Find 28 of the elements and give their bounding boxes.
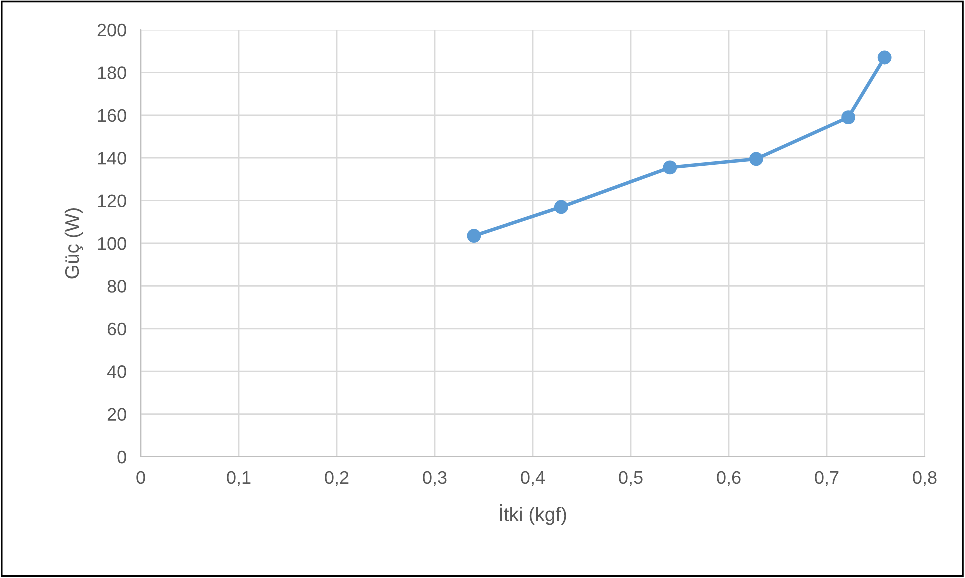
- point: [842, 110, 856, 124]
- point: [663, 160, 678, 175]
- y-tick-label: 200: [98, 24, 126, 37]
- y-tick-label: 100: [98, 237, 126, 250]
- x-tick-label: 0: [136, 471, 146, 484]
- y-tick-label: 160: [98, 109, 126, 122]
- y-tick-label: 40: [107, 366, 126, 378]
- point: [878, 50, 892, 65]
- point: [554, 200, 568, 214]
- x-axis-title: İtki (kgf): [500, 504, 566, 526]
- y-tick-label: 120: [98, 194, 126, 208]
- point: [749, 152, 764, 166]
- y-tick-label: 180: [98, 66, 126, 80]
- x-tick-label: 0,4: [521, 471, 546, 486]
- x-tick-label: 0,6: [717, 471, 741, 486]
- x-tick-label: 0,7: [815, 471, 839, 486]
- x-tick-label: 0,5: [619, 471, 643, 486]
- x-tick-label: 0,8: [913, 471, 937, 486]
- y-tick-label: 80: [108, 280, 126, 293]
- y-tick-label: 20: [108, 408, 126, 422]
- y-tick-label: 60: [108, 322, 126, 336]
- x-tick-label: 0,1: [227, 471, 251, 486]
- x-tick-label: 0,2: [325, 471, 349, 486]
- y-tick-label: 140: [98, 152, 126, 165]
- x-tick-label: 0,3: [423, 471, 447, 486]
- y-axis-title: Güç (W): [64, 208, 84, 279]
- y-tick-label: 0: [118, 450, 126, 464]
- point: [467, 229, 482, 243]
